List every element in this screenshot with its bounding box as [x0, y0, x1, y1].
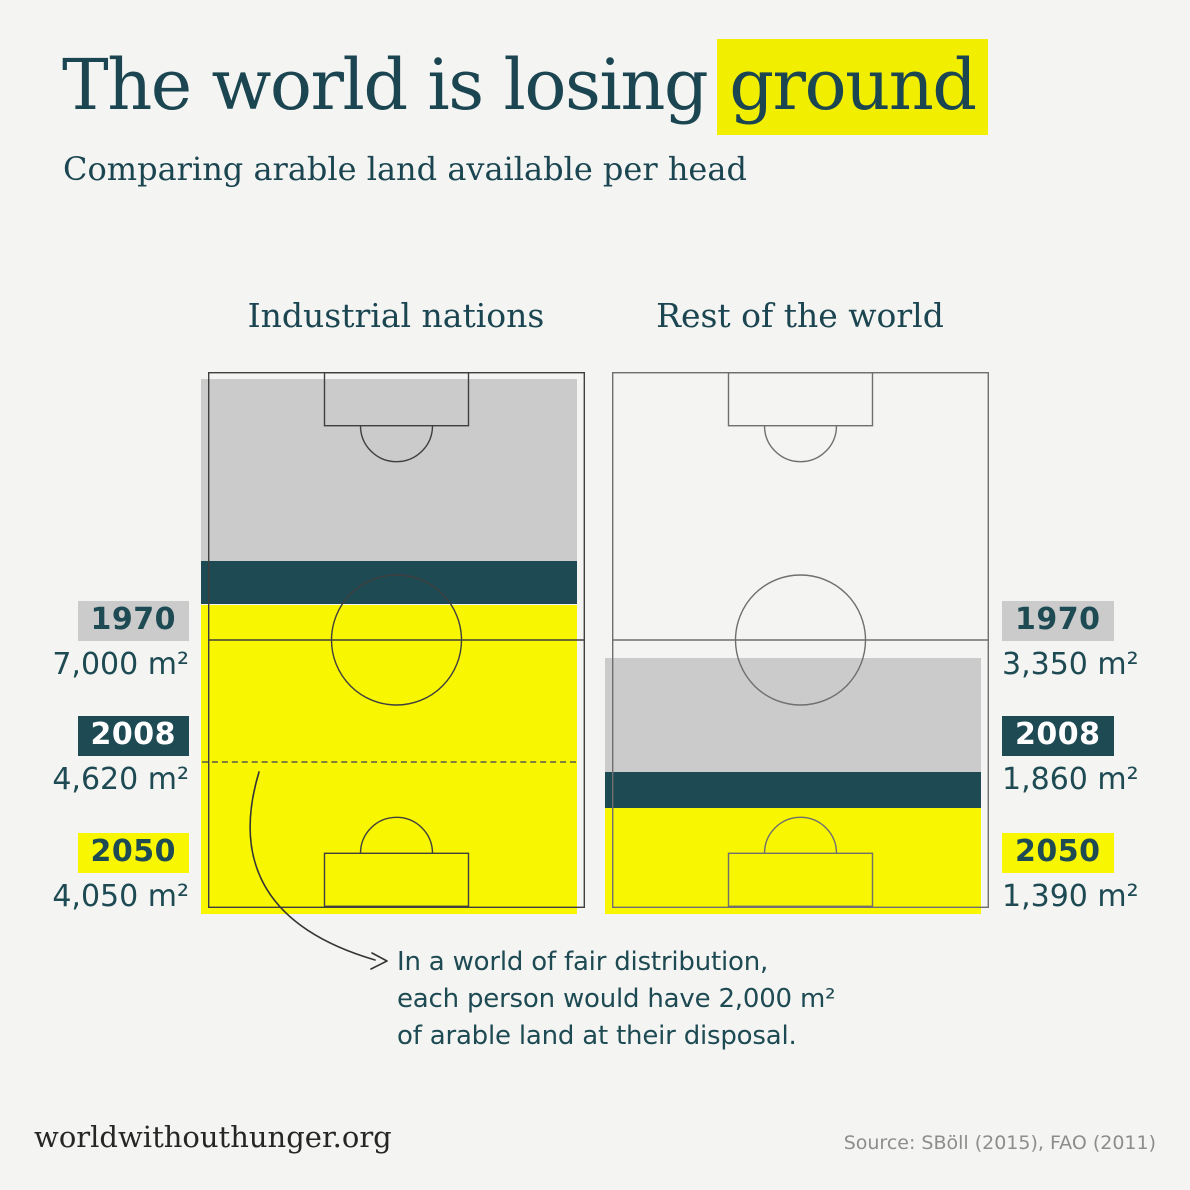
penalty-box-bottom — [727, 852, 874, 907]
band-2008-rest — [605, 771, 981, 808]
pitch-bands-industrial — [201, 379, 577, 914]
year-badge-2008-rest: 2008 — [1002, 716, 1114, 756]
center-circle — [330, 574, 463, 706]
band-2050-rest — [605, 807, 981, 914]
band-1970-rest — [605, 658, 981, 772]
page-title: The world is losing ground — [62, 39, 988, 135]
label-group-1970-rest: 1970 3,350 m² — [1002, 601, 1139, 681]
value-2050-industrial: 4,050 m² — [52, 879, 189, 914]
column-header-rest-of-world: Rest of the world — [656, 296, 944, 335]
penalty-box-top — [727, 371, 874, 427]
penalty-arc-bottom — [359, 816, 434, 854]
band-2050-industrial — [201, 604, 577, 914]
penalty-arc-bottom — [763, 816, 838, 854]
arrow-curve — [249, 771, 376, 961]
penalty-arc-top — [763, 425, 838, 463]
pitch-bands-rest — [605, 379, 981, 914]
fair-distribution-note-line-1: In a world of fair distribution, — [397, 947, 769, 977]
site-name: worldwithouthunger.org — [34, 1120, 392, 1154]
source-attribution: Source: SBöll (2015), FAO (2011) — [843, 1132, 1156, 1154]
label-group-2050-industrial: 2050 4,050 m² — [52, 833, 189, 913]
football-pitch-outline-rest — [611, 371, 990, 908]
fair-distribution-note-line-3: of arable land at their disposal. — [397, 1021, 797, 1051]
value-1970-industrial: 7,000 m² — [52, 647, 189, 682]
column-header-industrial-nations: Industrial nations — [247, 296, 545, 335]
value-2008-rest: 1,860 m² — [1002, 762, 1139, 797]
page-subtitle: Comparing arable land available per head — [63, 150, 747, 188]
year-badge-2050-industrial: 2050 — [77, 833, 189, 873]
value-1970-rest: 3,350 m² — [1002, 647, 1139, 682]
fair-distribution-arrow — [249, 771, 388, 970]
arrow-head — [370, 952, 388, 970]
label-group-1970-industrial: 1970 7,000 m² — [52, 601, 189, 681]
fair-distribution-note-line-2: each person would have 2,000 m² — [397, 984, 836, 1014]
year-badge-1970-rest: 1970 — [1002, 601, 1114, 641]
football-pitch-outline-industrial — [207, 371, 586, 908]
penalty-box-bottom — [323, 852, 470, 907]
center-circle — [734, 574, 867, 706]
label-group-2008-industrial: 2008 4,620 m² — [52, 716, 189, 796]
year-badge-2008-industrial: 2008 — [77, 716, 189, 756]
band-2008-industrial — [201, 560, 577, 605]
label-group-2008-rest: 2008 1,860 m² — [1002, 716, 1139, 796]
penalty-box-top — [323, 371, 470, 427]
page-title-highlight: ground — [717, 39, 988, 135]
value-2008-industrial: 4,620 m² — [52, 762, 189, 797]
fair-distribution-note: In a world of fair distribution, each pe… — [397, 944, 836, 1055]
band-1970-industrial — [201, 379, 577, 561]
label-group-2050-rest: 2050 1,390 m² — [1002, 833, 1139, 913]
value-2050-rest: 1,390 m² — [1002, 879, 1139, 914]
penalty-arc-top — [359, 425, 434, 463]
fair-distribution-dashed-line — [202, 761, 576, 764]
year-badge-2050-rest: 2050 — [1002, 833, 1114, 873]
page-title-prefix: The world is losing — [62, 44, 709, 126]
year-badge-1970-industrial: 1970 — [77, 601, 189, 641]
